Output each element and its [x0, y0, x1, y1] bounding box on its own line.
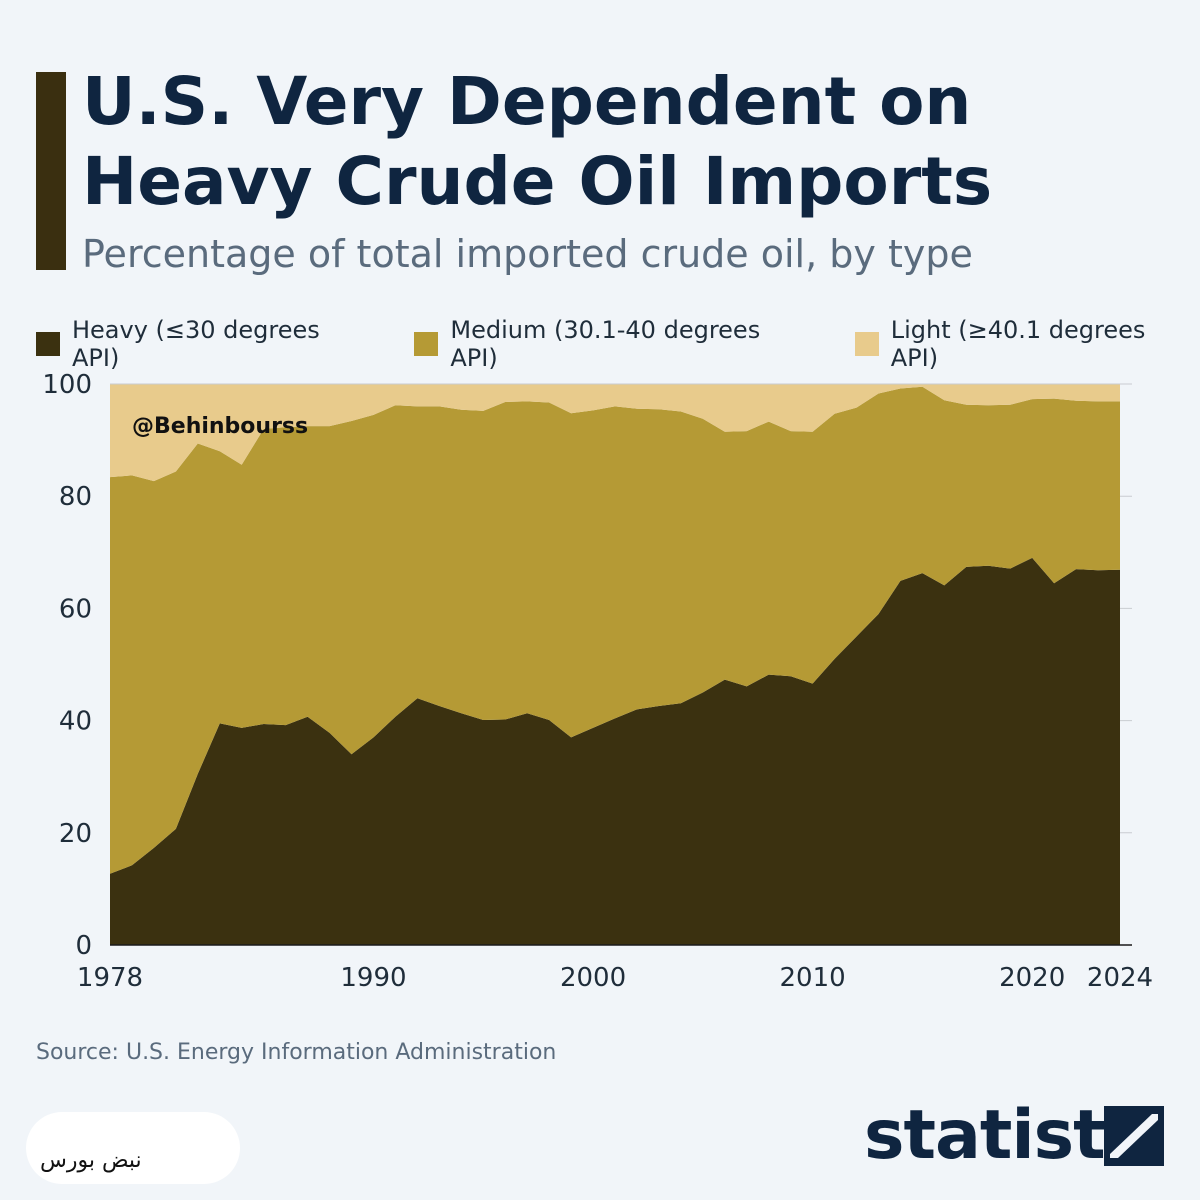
- y-tick-label-40: 40: [59, 707, 92, 737]
- chart-title: U.S. Very Dependent on Heavy Crude Oil I…: [82, 63, 993, 220]
- legend: Heavy (≤30 degrees API) Medium (30.1-40 …: [36, 316, 1200, 372]
- legend-item-heavy: Heavy (≤30 degrees API): [36, 316, 374, 372]
- y-tick-label-0: 0: [75, 931, 92, 961]
- bull-logo-badge: [26, 1112, 240, 1184]
- statista-wordmark: statista: [864, 1096, 1151, 1175]
- bull-logo-text: نبض بورس: [40, 1148, 142, 1173]
- area-medium: [110, 386, 1120, 874]
- legend-label-medium: Medium (30.1-40 degrees API): [450, 316, 761, 372]
- x-tick-label-2000: 2000: [560, 963, 626, 993]
- y-tick-label-100: 100: [42, 370, 92, 400]
- x-tick-label-1978: 1978: [77, 963, 143, 993]
- legend-item-medium: Medium (30.1-40 degrees API): [414, 316, 814, 372]
- y-tick-label-20: 20: [59, 819, 92, 849]
- legend-item-light: Light (≥40.1 degrees API): [854, 316, 1200, 372]
- title-accent-bar: [36, 72, 66, 270]
- source-note: Source: U.S. Energy Information Administ…: [36, 1040, 557, 1065]
- statista-logo-icon: [1104, 1106, 1164, 1166]
- legend-swatch-medium: [414, 332, 439, 356]
- watermark-text: @Behinbourss: [132, 414, 309, 439]
- chart-subtitle: Percentage of total imported crude oil, …: [82, 232, 973, 276]
- legend-label-light: Light (≥40.1 degrees API): [890, 316, 1146, 372]
- area-heavy: [110, 557, 1120, 945]
- legend-label-heavy: Heavy (≤30 degrees API): [71, 316, 320, 372]
- y-tick-label-80: 80: [59, 482, 92, 512]
- area-light: [110, 384, 1120, 482]
- legend-swatch-heavy: [36, 332, 60, 356]
- legend-swatch-light: [854, 332, 879, 356]
- x-tick-label-2010: 2010: [780, 963, 846, 993]
- y-tick-label-60: 60: [59, 594, 92, 624]
- x-tick-label-2020: 2020: [999, 963, 1065, 993]
- x-tick-label-1990: 1990: [340, 963, 406, 993]
- x-tick-label-2024: 2024: [1087, 963, 1153, 993]
